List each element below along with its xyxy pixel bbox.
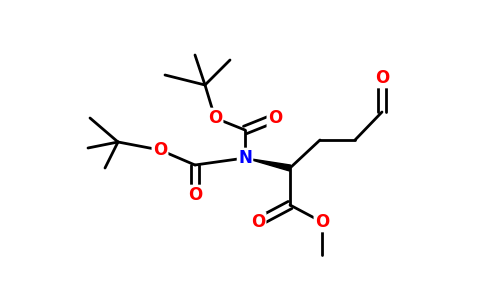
Text: O: O	[375, 69, 389, 87]
Text: O: O	[208, 109, 222, 127]
Text: O: O	[268, 109, 282, 127]
Text: O: O	[153, 141, 167, 159]
Text: O: O	[188, 186, 202, 204]
Text: O: O	[251, 213, 265, 231]
Polygon shape	[245, 158, 291, 171]
Text: N: N	[238, 149, 252, 167]
Text: O: O	[315, 213, 329, 231]
